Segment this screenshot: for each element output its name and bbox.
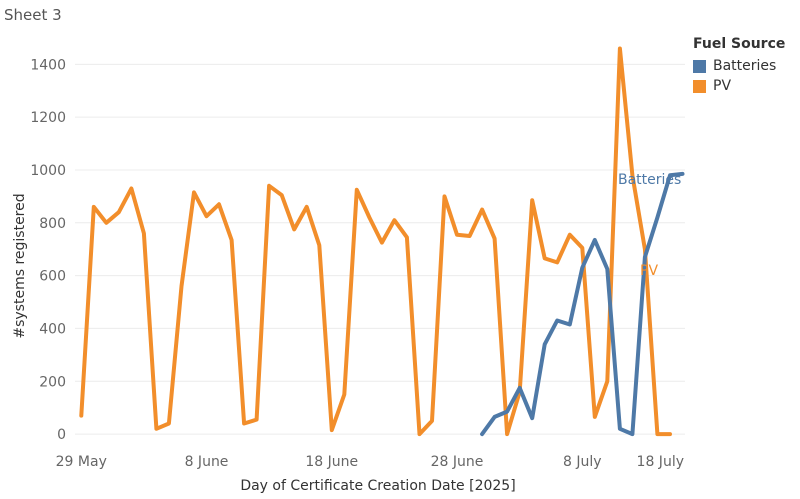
x-tick-label: 29 May bbox=[56, 454, 107, 470]
series-end-label-pv: PV bbox=[640, 263, 658, 279]
y-tick-label: 1400 bbox=[30, 57, 66, 73]
legend-item-pv[interactable]: PV bbox=[693, 76, 785, 96]
legend-title: Fuel Source bbox=[693, 36, 786, 52]
y-tick-label: 0 bbox=[57, 427, 66, 443]
x-tick-label: 18 June bbox=[305, 454, 358, 470]
y-axis-label: #systems registered bbox=[12, 193, 28, 338]
legend-label-pv: PV bbox=[713, 78, 732, 94]
legend-swatch-pv bbox=[693, 79, 706, 93]
legend-label-batteries: Batteries bbox=[713, 58, 777, 74]
series-end-label-batteries: Batteries bbox=[618, 172, 681, 188]
y-tick-label: 1000 bbox=[30, 163, 66, 179]
legend[interactable]: Fuel Source Batteries PV bbox=[693, 36, 785, 96]
sheet-title: Sheet 3 bbox=[4, 6, 62, 24]
legend-swatch-batteries bbox=[693, 59, 706, 73]
legend-item-batteries[interactable]: Batteries bbox=[693, 56, 785, 76]
x-tick-label: 28 June bbox=[431, 454, 484, 470]
y-tick-label: 400 bbox=[39, 321, 66, 337]
x-axis-label: Day of Certificate Creation Date [2025] bbox=[240, 478, 515, 494]
x-tick-label: 8 July bbox=[563, 454, 602, 470]
y-tick-label: 200 bbox=[39, 374, 66, 390]
series-line-pv[interactable] bbox=[79, 46, 672, 437]
y-tick-label: 600 bbox=[39, 269, 66, 285]
series-line-batteries[interactable] bbox=[480, 171, 685, 437]
x-tick-label: 18 July bbox=[637, 454, 684, 470]
x-tick-label: 8 June bbox=[185, 454, 229, 470]
y-tick-label: 800 bbox=[39, 216, 66, 232]
y-tick-label: 1200 bbox=[30, 110, 66, 126]
